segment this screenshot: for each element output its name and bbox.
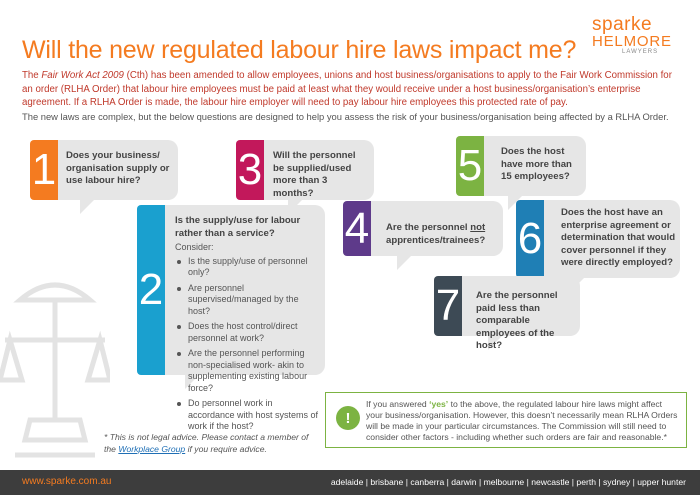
- consider-label: Consider:: [175, 242, 214, 252]
- disclaimer-post: if you require advice.: [185, 443, 267, 454]
- question-text-3: Will the personnel be supplied/used more…: [273, 150, 356, 199]
- question-card-2: [137, 205, 325, 389]
- info-pre: If you answered: [366, 399, 430, 409]
- office-cities: adelaide | brisbane | canberra | darwin …: [330, 477, 686, 487]
- question-text-7: Are the personnel paid less than compara…: [476, 290, 558, 351]
- question-4-not: not: [470, 222, 486, 233]
- intro-part-2: (Cth) has been amended to allow employee…: [22, 70, 672, 108]
- scales-of-justice-graphic: [0, 282, 110, 458]
- result-info-box: ! If you answered ‘yes’ to the above, th…: [325, 392, 687, 448]
- consider-item: Does the host control/direct personnel a…: [175, 321, 321, 344]
- question-number-2: 2: [137, 205, 165, 375]
- question-text-2: Is the supply/use for labour rather than…: [175, 215, 301, 239]
- question-text-6: Does the host have an enterprise agreeme…: [561, 207, 676, 268]
- question-4-post: apprentices/trainees?: [386, 234, 486, 246]
- consider-list: Consider: Is the supply/use of personnel…: [175, 242, 321, 437]
- info-post: to the above, the regulated labour hire …: [366, 399, 678, 442]
- question-number-5: 5: [456, 136, 484, 196]
- question-number-4: 4: [343, 201, 371, 256]
- question-number-1: 1: [30, 140, 58, 200]
- question-number-6: 6: [516, 200, 544, 278]
- question-text-4: Are the personnel not apprentices/traine…: [386, 222, 498, 247]
- question-4-pre: Are the personnel: [386, 222, 471, 233]
- consider-item: Do personnel work in accordance with hos…: [175, 398, 321, 433]
- logo-line-3: LAWYERS: [622, 49, 659, 55]
- question-text-5: Does the host have more than 15 employee…: [501, 146, 572, 182]
- logo-line-1: sparke: [592, 14, 653, 35]
- act-name: Fair Work Act 2009: [41, 70, 124, 81]
- workplace-group-link[interactable]: Workplace Group: [118, 443, 186, 454]
- consider-item: Are the personnel performing non-special…: [175, 348, 321, 394]
- question-number-3: 3: [236, 140, 264, 200]
- result-info-text: If you answered ‘yes’ to the above, the …: [366, 399, 680, 443]
- footer-bar: www.sparke.com.au adelaide | brisbane | …: [0, 470, 700, 495]
- sparke-helmore-logo: sparke HELMORE LAWYERS: [592, 14, 692, 56]
- page-title: Will the new regulated labour hire laws …: [22, 36, 577, 64]
- consider-item: Are personnel supervised/managed by the …: [175, 283, 321, 318]
- consider-item: Is the supply/use of personnel only?: [175, 256, 321, 279]
- intro-part-1: The: [22, 70, 42, 81]
- question-text-1: Does your business/ organisation supply …: [66, 150, 170, 186]
- disclaimer: * This is not legal advice. Please conta…: [104, 432, 314, 455]
- website-link[interactable]: www.sparke.com.au: [22, 476, 112, 487]
- disclaimer-pre: * This is not legal advice. Please conta…: [104, 432, 309, 454]
- exclamation-icon: !: [336, 406, 360, 430]
- intro-paragraph: The Fair Work Act 2009 (Cth) has been am…: [22, 69, 682, 110]
- info-yes: ‘yes’: [429, 399, 449, 409]
- question-number-7: 7: [434, 276, 462, 336]
- intro-subtext: The new laws are complex, but the below …: [22, 111, 669, 122]
- logo-line-2: HELMORE: [592, 33, 672, 50]
